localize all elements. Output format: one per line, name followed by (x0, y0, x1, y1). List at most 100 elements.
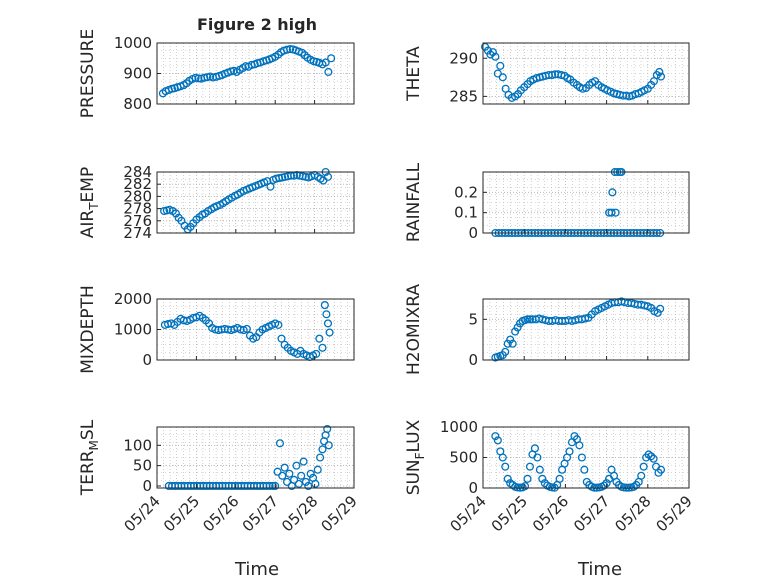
data-point (324, 441, 333, 450)
data-point (511, 327, 520, 336)
y-axis-label-main: AIR (78, 210, 98, 239)
data-point (577, 453, 586, 462)
y-tick-label: 0 (468, 224, 478, 242)
data-point (498, 73, 507, 82)
y-axis-label: THETA (404, 46, 424, 102)
y-axis-label: PRESSURE (78, 29, 98, 118)
data-point (501, 462, 510, 471)
data-point (282, 477, 292, 486)
y-axis-label: AIRTEMP (78, 167, 101, 238)
y-tick-label: 50 (133, 457, 152, 475)
data-point (486, 50, 495, 59)
data-point (647, 452, 656, 461)
data-point (555, 474, 564, 483)
data-point (656, 304, 665, 313)
data-point (298, 172, 307, 181)
y-tick-label: 282 (123, 175, 152, 193)
data-point (265, 481, 274, 491)
data-point (506, 335, 515, 344)
axes-box (156, 171, 355, 234)
data-point (575, 441, 584, 450)
data-point (656, 72, 666, 81)
x-axis-label-left: Time (234, 559, 279, 580)
data-point (273, 467, 282, 476)
y-tick-label: 2000 (114, 290, 152, 308)
y-tick-label: 290 (449, 49, 478, 67)
data-point (285, 469, 294, 478)
y-axis-label: TERRMSL (78, 419, 101, 496)
data-point (525, 315, 535, 324)
data-point (323, 319, 333, 328)
data-point (318, 343, 327, 352)
data-point (327, 54, 336, 63)
data-point (315, 334, 324, 343)
data-point (313, 465, 322, 474)
data-point (277, 334, 286, 343)
y-tick-label: 276 (123, 212, 152, 230)
data-point (538, 474, 547, 483)
data-point (653, 308, 662, 317)
y-axis-label-subscript: T (87, 202, 101, 211)
data-point (282, 45, 292, 54)
y-axis-label-main: SUN (404, 459, 424, 495)
data-point (194, 74, 203, 83)
y-axis-label: MIXDEPTH (78, 285, 98, 374)
y-axis-label: SUNFLUX (404, 419, 427, 495)
data-point (523, 315, 532, 324)
y-tick-label: 100 (123, 436, 152, 454)
data-point (286, 45, 295, 54)
data-point (325, 328, 334, 337)
data-point (580, 465, 589, 474)
data-point (503, 474, 512, 483)
data-point (311, 479, 320, 488)
data-point (523, 474, 532, 483)
data-point (525, 462, 535, 471)
axes-box (482, 171, 690, 234)
data-point (316, 453, 325, 462)
figure-title: Figure 2 high (197, 15, 317, 34)
data-point (578, 84, 587, 93)
subplot-rainfall: 0 0.1 0.2 RAINFALL (404, 162, 690, 242)
y-axis-label-main: RAINFALL (404, 162, 424, 242)
data-point (496, 61, 505, 70)
data-point (301, 477, 310, 486)
data-point (565, 447, 574, 456)
y-axis-label-main: PRESSURE (78, 29, 98, 118)
subplot-mixdepth: 0 1000 2000 MIXDEPTH (78, 285, 355, 374)
y-tick-label: 0.2 (454, 183, 478, 201)
y-axis-label-main: MIXDEPTH (78, 285, 98, 374)
y-tick-label: 285 (449, 87, 478, 105)
y-axis-label-suffix: LUX (404, 419, 424, 452)
data-point (290, 475, 299, 484)
data-point (608, 188, 617, 197)
data-point (656, 465, 666, 474)
data-point (292, 461, 301, 470)
subplot-h2omixra: 0 5 H2OMIXRA (404, 284, 690, 375)
y-axis-label-suffix: EMP (78, 167, 98, 203)
data-point (299, 457, 308, 466)
data-point (200, 73, 209, 82)
data-point (501, 347, 510, 356)
data-point (493, 69, 502, 78)
data-point (294, 479, 303, 488)
y-axis-label-subscript: F (413, 452, 427, 459)
data-point (520, 482, 530, 491)
subplot-pressure: 800 900 1000 PRESSURE (78, 29, 355, 118)
y-tick-label: 1000 (114, 321, 152, 339)
data-point (508, 339, 517, 348)
y-axis-label-subscript: M (87, 440, 101, 450)
y-tick-label: 0 (142, 351, 152, 369)
data-point (611, 208, 620, 217)
data-point (557, 70, 566, 80)
y-tick-label: 0 (468, 351, 478, 369)
data-point (275, 439, 284, 448)
data-point (274, 320, 283, 329)
data-point (581, 314, 590, 323)
data-point (242, 324, 251, 333)
data-point (268, 481, 277, 491)
y-tick-label: 1000 (114, 34, 152, 52)
data-point (318, 445, 327, 454)
y-tick-label: 0.1 (454, 204, 478, 222)
y-axis-label: H2OMIXRA (404, 284, 424, 375)
